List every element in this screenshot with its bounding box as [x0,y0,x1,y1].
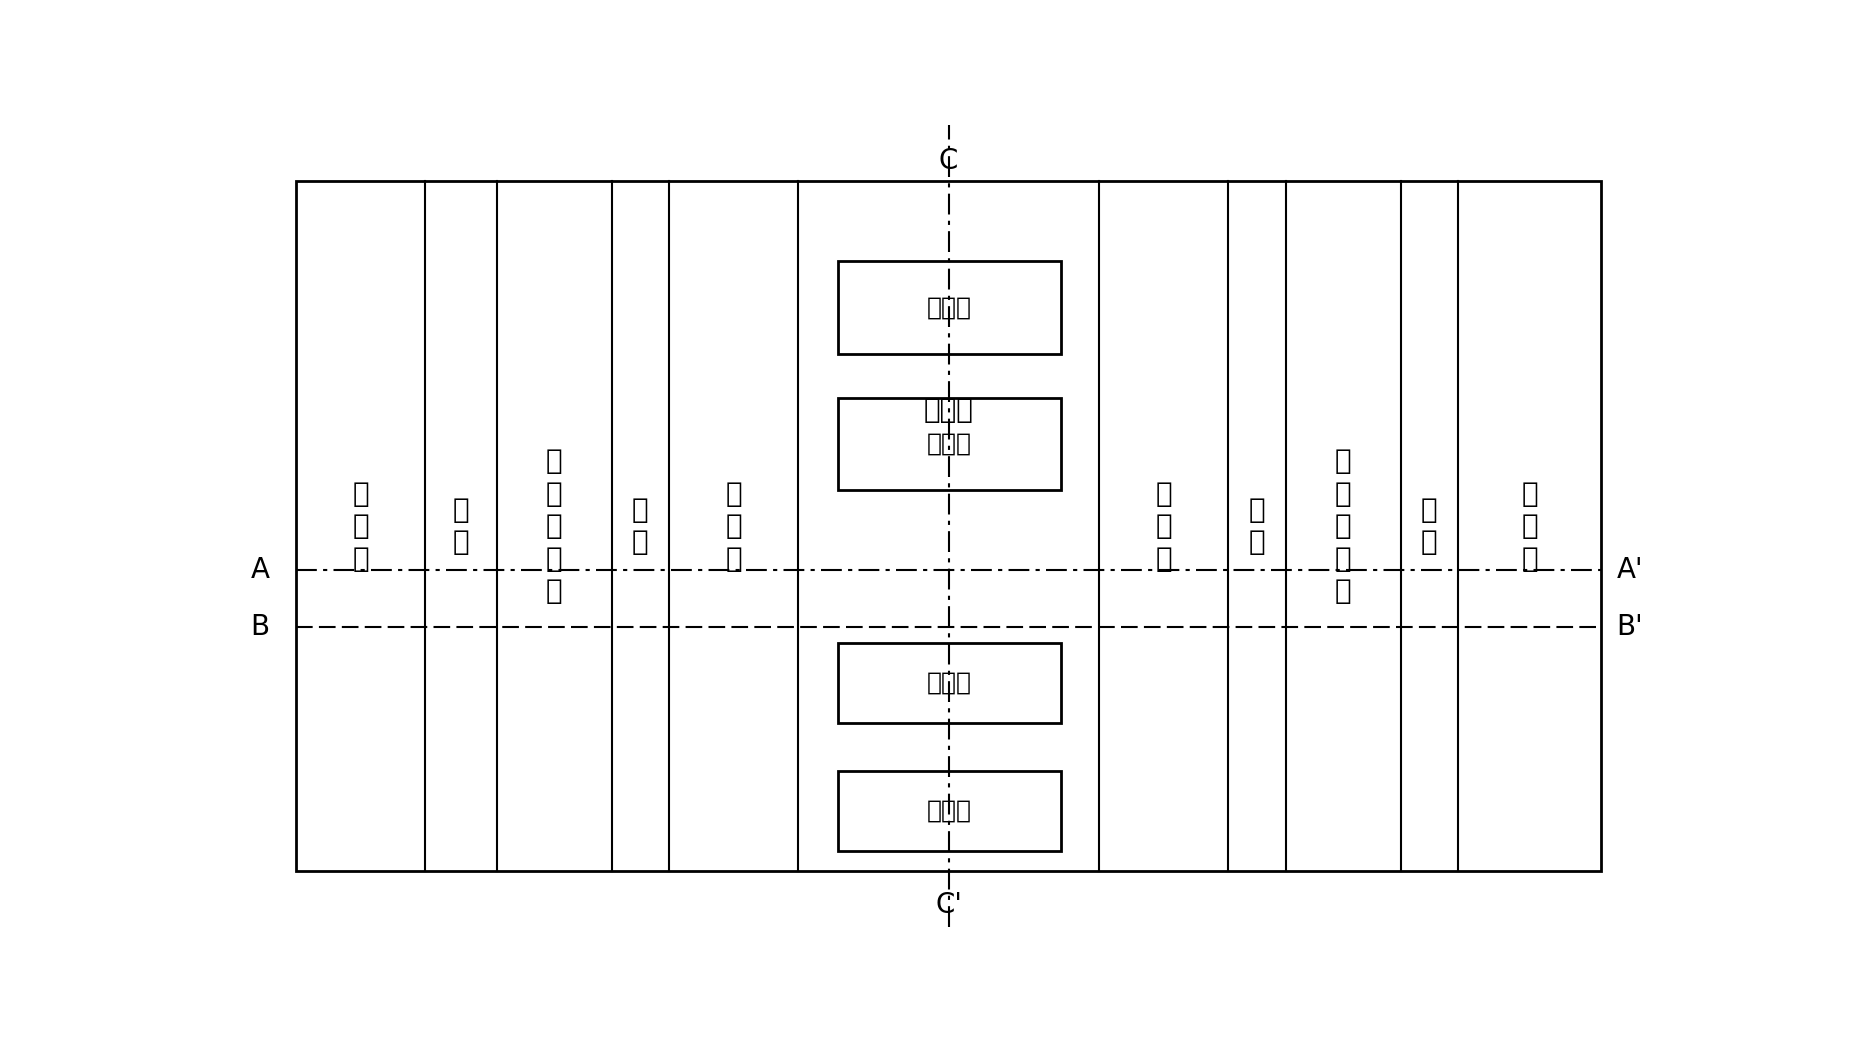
Text: C: C [938,147,959,175]
Text: 源
极
引
出
端: 源 极 引 出 端 [546,447,563,605]
Bar [839,771,1061,851]
Text: 源
极
引
出
端: 源 极 引 出 端 [1335,447,1351,605]
Text: A': A' [1616,556,1644,585]
Bar [296,181,1601,871]
Text: 源
区: 源 区 [1249,496,1266,556]
Text: 掺杂区: 掺杂区 [927,799,972,823]
Text: 多
晶
硅: 多 晶 硅 [726,479,742,573]
Text: B: B [250,613,270,641]
Text: 漂移区: 漂移区 [924,396,974,424]
Text: 掺杂区: 掺杂区 [927,432,972,456]
Text: 源
区: 源 区 [1422,496,1438,556]
Bar [839,643,1061,723]
Text: 源
区: 源 区 [453,496,468,556]
Text: 多
晶
硅: 多 晶 硅 [1155,479,1172,573]
Bar [839,398,1061,490]
Text: 掺杂区: 掺杂区 [927,296,972,320]
Text: 多
晶
硅: 多 晶 硅 [1522,479,1538,573]
Text: B': B' [1616,613,1644,641]
Text: C': C' [935,891,963,919]
Text: A: A [250,556,270,585]
Bar [839,262,1061,353]
Text: 多
晶
硅: 多 晶 硅 [352,479,368,573]
Text: 掺杂区: 掺杂区 [927,671,972,695]
Text: 源
区: 源 区 [631,496,648,556]
